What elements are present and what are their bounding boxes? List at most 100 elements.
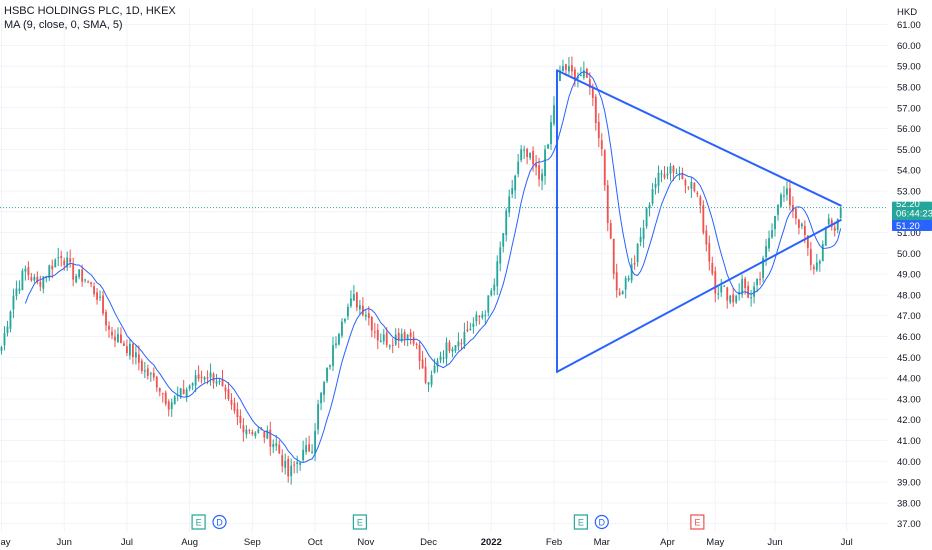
candle	[603, 149, 606, 191]
candle	[514, 174, 517, 199]
candle-body	[391, 344, 394, 346]
candle	[427, 382, 430, 392]
candle	[645, 207, 648, 229]
candle-body	[705, 230, 708, 245]
candle	[663, 166, 666, 180]
last-price-badge	[892, 201, 932, 223]
candle-body	[179, 388, 182, 398]
earnings-icon[interactable]: E	[191, 514, 206, 530]
candle-body	[230, 399, 233, 405]
earnings-icon[interactable]: E	[573, 514, 588, 530]
candle-body	[582, 70, 585, 78]
candle	[466, 320, 469, 333]
price-axis[interactable]: HKD 37.00 38.00 39.00 40.00 41.00 42.00 43.00 4…	[897, 7, 921, 530]
candle	[472, 317, 475, 334]
candle	[370, 316, 373, 338]
candle-body	[218, 381, 221, 383]
candle	[812, 264, 815, 275]
candle-body	[690, 181, 693, 189]
candle	[15, 280, 18, 301]
candle-body	[424, 366, 427, 383]
dividend-icon[interactable]: D	[212, 514, 227, 530]
candle	[69, 249, 72, 268]
candle-body	[242, 425, 245, 433]
candle-body	[341, 321, 343, 336]
candle-body	[236, 409, 239, 418]
candle	[579, 67, 582, 77]
time-axis[interactable]: May Jun Jul Aug Sep Oct Nov Dec 2022 Feb Mar Apr May…	[0, 537, 853, 548]
candle-body	[738, 291, 741, 295]
candle-body	[197, 374, 200, 379]
candle-body	[529, 152, 532, 158]
candle-body	[687, 186, 690, 188]
candle	[672, 164, 675, 181]
candle	[272, 439, 275, 454]
candle	[373, 322, 376, 339]
candle-body	[284, 460, 287, 468]
candle-body	[30, 277, 33, 281]
triangle-drawing[interactable]	[555, 69, 842, 373]
candle	[660, 169, 663, 183]
earnings-icon-shape	[690, 514, 705, 530]
candle	[582, 61, 585, 80]
candle	[693, 182, 696, 193]
candle	[96, 288, 98, 305]
trend-line	[555, 69, 842, 207]
candle-body	[797, 219, 800, 228]
candle-body	[747, 285, 750, 298]
x-tick-label: Apr	[660, 537, 675, 548]
candle	[170, 398, 173, 417]
candle-body	[406, 334, 409, 339]
candle	[741, 274, 744, 298]
candle	[699, 194, 702, 214]
candle-body	[487, 295, 490, 313]
candle-body	[131, 343, 134, 357]
candle-body	[708, 243, 711, 262]
dividend-icon[interactable]: D	[594, 514, 609, 530]
earnings-icon[interactable]: E	[352, 514, 367, 530]
y-tick-label: 45.00	[897, 353, 921, 364]
earnings-icon[interactable]: E	[690, 514, 705, 530]
candle-body	[696, 192, 699, 195]
y-tick-label: 56.00	[897, 124, 921, 135]
candle-body	[266, 430, 269, 439]
candle	[839, 206, 842, 219]
candle	[290, 458, 293, 485]
event-icon-letter: E	[196, 518, 202, 528]
candle	[364, 310, 367, 321]
candle	[227, 381, 230, 401]
candle	[347, 303, 349, 321]
x-tick-label: Dec	[420, 537, 437, 548]
candle	[87, 280, 90, 284]
candle-body	[562, 66, 564, 72]
candle-body	[9, 311, 12, 329]
candle-body	[597, 121, 600, 139]
candle	[90, 281, 93, 288]
candle-body	[511, 188, 514, 195]
candle-body	[158, 388, 161, 392]
candle	[123, 340, 125, 347]
candle-body	[212, 373, 215, 383]
dividend-icon-shape	[594, 514, 609, 530]
candle	[137, 345, 140, 371]
candle	[768, 230, 770, 252]
candle-body	[233, 402, 236, 411]
candle	[756, 278, 759, 293]
candle-body	[765, 246, 767, 258]
y-tick-label: 39.00	[897, 478, 921, 489]
candle-body	[126, 346, 128, 354]
candle-body	[239, 415, 242, 424]
candle-body	[287, 458, 290, 477]
candle	[624, 275, 627, 299]
candle-body	[314, 430, 317, 454]
candle	[424, 357, 427, 385]
candle-body	[254, 432, 257, 437]
candle	[81, 264, 84, 287]
y-tick-label: 41.00	[897, 436, 921, 447]
candle	[75, 273, 78, 284]
candle	[218, 378, 221, 385]
indicator-legend[interactable]: MA (9, close, 0, SMA, 5)	[4, 19, 123, 31]
candle	[182, 379, 185, 395]
